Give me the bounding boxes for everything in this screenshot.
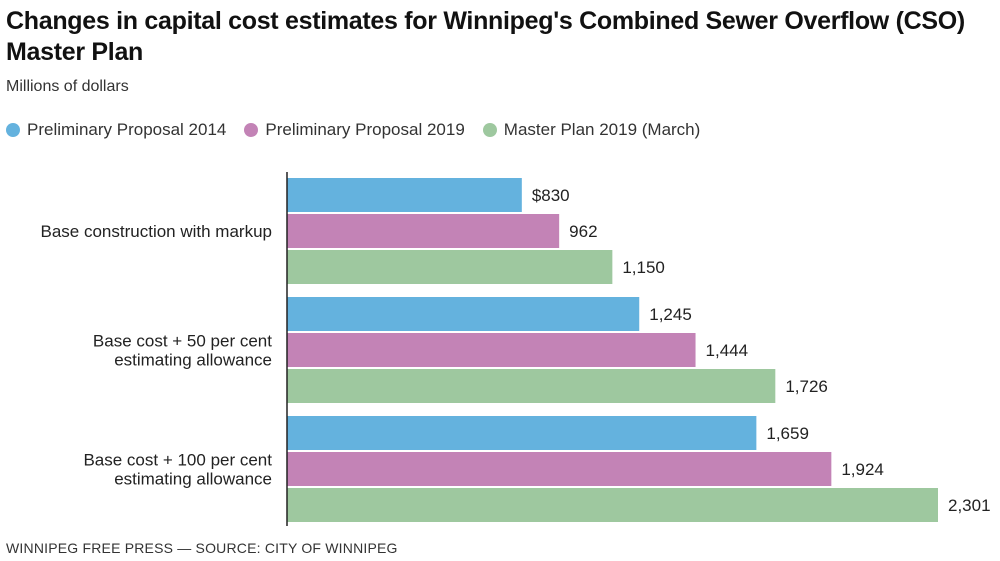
legend-label-2014: Preliminary Proposal 2014	[27, 120, 227, 139]
legend-swatch-2014	[6, 123, 20, 137]
bar-value-label: 962	[569, 222, 597, 241]
bar-value-label: 2,301	[948, 496, 991, 515]
bar	[287, 369, 776, 403]
legend: Preliminary Proposal 2014 Preliminary Pr…	[6, 120, 700, 140]
bar	[287, 488, 938, 522]
legend-label-2019: Preliminary Proposal 2019	[265, 120, 465, 139]
bar-value-label: 1,245	[649, 305, 692, 324]
legend-swatch-2019	[244, 123, 259, 137]
legend-swatch-master-plan	[482, 123, 497, 137]
category-label: Base cost + 100 per cent	[83, 451, 272, 470]
source-footer: WINNIPEG FREE PRESS — SOURCE: CITY OF WI…	[6, 540, 398, 556]
bar-value-label: 1,659	[766, 424, 809, 443]
bar	[287, 416, 757, 450]
legend-item-master-plan: Master Plan 2019 (March)	[482, 120, 701, 140]
chart-subtitle: Millions of dollars	[6, 78, 129, 95]
bar	[287, 178, 522, 212]
bar-value-label: 1,924	[841, 460, 884, 479]
legend-label-master-plan: Master Plan 2019 (March)	[503, 120, 701, 139]
bar-value-label: $830	[532, 186, 570, 205]
bar	[287, 214, 560, 248]
bar	[287, 297, 640, 331]
bar	[287, 333, 696, 367]
bar	[287, 250, 613, 284]
bar-value-label: 1,150	[622, 258, 665, 277]
legend-item-2019: Preliminary Proposal 2019	[244, 120, 465, 140]
category-label: Base cost + 50 per cent	[93, 332, 272, 351]
legend-item-2014: Preliminary Proposal 2014	[6, 120, 226, 140]
category-label: estimating allowance	[114, 470, 272, 489]
bar	[287, 452, 832, 486]
category-label: estimating allowance	[114, 351, 272, 370]
category-label: Base construction with markup	[41, 222, 273, 241]
bar-value-label: 1,726	[785, 377, 828, 396]
bar-value-label: 1,444	[706, 341, 749, 360]
chart-title: Changes in capital cost estimates for Wi…	[6, 7, 965, 66]
